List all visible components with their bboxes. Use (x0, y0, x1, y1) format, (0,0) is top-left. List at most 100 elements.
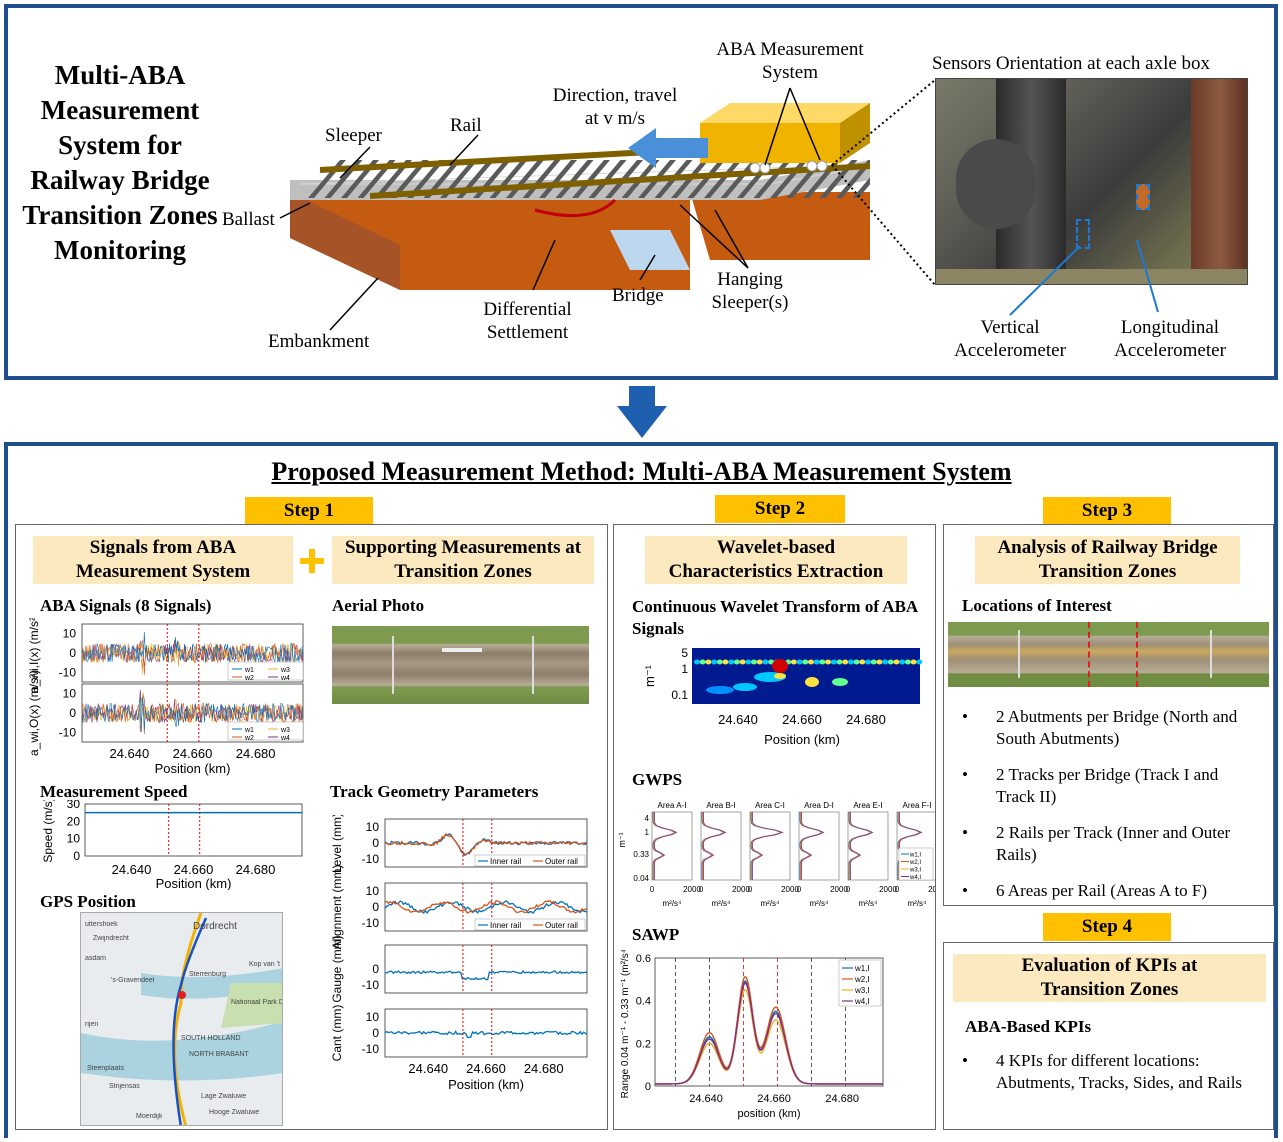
heatmap-cell (762, 659, 769, 665)
y-axis-label: Gauge (mm) (330, 935, 344, 1002)
map-label: 's-Gravendeel (111, 977, 155, 984)
y-tick-label: 10 (67, 832, 81, 846)
heatmap-cell (790, 659, 797, 665)
sleeper (539, 160, 577, 198)
series-line (384, 1030, 588, 1039)
heatmap-cell (865, 659, 871, 665)
sawp-chart: 0.6 0.4 0.2 0 24.640 24.660 24.680 position (km… (620, 950, 884, 1120)
x-tick-label: 24.640 (408, 1061, 448, 1076)
bottom-panel (4, 442, 1278, 1138)
x-axis-label: Position (km) (764, 732, 840, 747)
plot-frame (84, 803, 303, 857)
series-line (701, 812, 725, 880)
aerial-marker (1018, 630, 1020, 678)
y-tick-label: 0 (73, 849, 80, 863)
x-tick-label: 0 (797, 885, 802, 894)
series-line (799, 812, 823, 880)
x-axis-label: m²/s⁴ (761, 899, 781, 908)
photo-ground (936, 269, 1247, 284)
sleeper (852, 177, 870, 198)
heatmap-cell (847, 659, 854, 665)
plot-frame (749, 811, 791, 881)
heatmap-cell (842, 659, 849, 665)
sleeper (555, 160, 594, 198)
heatmap-cell (728, 659, 735, 665)
heatmap-cell (899, 659, 906, 665)
heatmap-cell (745, 659, 752, 665)
kpis-title: ABA-Based KPIs (965, 1017, 1092, 1036)
signals-header: Signals from ABA Measurement System (33, 536, 293, 584)
legend-label: w4 (280, 735, 290, 742)
series-line (653, 812, 677, 880)
track-geometry-title: Track Geometry Parameters (330, 782, 539, 801)
heatmap-cell (733, 683, 757, 691)
heatmap-cell (699, 659, 706, 665)
series-line (800, 812, 824, 880)
sawp-title: SAWP (632, 925, 680, 944)
longitudinal-sensor-marker (1136, 184, 1150, 210)
kpi-list: 4 KPIs for different locations: Abutment… (958, 1050, 1258, 1108)
x-axis-label: position (km) (738, 1108, 801, 1120)
map-label: Kop van 't Land (249, 961, 282, 968)
step-3-box (943, 524, 1274, 906)
plot-frame (798, 811, 840, 881)
x-axis-label: m²/s⁴ (712, 899, 732, 908)
legend-box (227, 661, 304, 681)
heatmap-cell (722, 659, 729, 665)
series-line (81, 697, 304, 733)
y-axis-label: a_wi,I(x) (m/s²) (27, 618, 41, 693)
y-tick-label: 10 (366, 884, 380, 898)
x-axis-label: m²/s⁴ (859, 899, 879, 908)
x-tick-label: 24.660 (173, 746, 213, 761)
sleeper (720, 160, 759, 198)
series-line (848, 812, 872, 880)
x-axis-label: Position (km) (448, 1077, 524, 1092)
heatmap-cell (705, 659, 712, 665)
x-tick-label: 0 (895, 885, 900, 894)
series-line (801, 812, 825, 880)
series-line (750, 812, 783, 880)
x-tick-label: 24.680 (524, 1061, 564, 1076)
track-illustration (290, 140, 870, 290)
y-axis-label: Speed (m/s) (41, 800, 55, 863)
bridge-pier (610, 230, 690, 270)
step-2-box (613, 524, 936, 1130)
method-title: Proposed Measurement Method: Multi-ABA M… (271, 457, 1012, 486)
legend-label: w4 (280, 675, 290, 682)
embankment-side (290, 192, 400, 290)
y-axis-label: a_wi,O(x) (m/s²) (27, 670, 41, 756)
x-tick-label: 2000 (781, 885, 799, 894)
series-line (849, 812, 873, 880)
x-tick-label: 2000 (928, 885, 935, 894)
label-bridge: Bridge (612, 285, 664, 306)
series-line (752, 812, 784, 880)
map-label: asdam (85, 955, 107, 962)
x-axis-label: Position (km) (156, 876, 232, 890)
sleeper (407, 160, 445, 198)
direction-arrow-icon (628, 128, 708, 168)
x-axis-label: m²/s⁴ (908, 899, 928, 908)
y-tick-label: 10 (366, 820, 380, 834)
legend-label: Inner rail (490, 921, 521, 930)
series-line (751, 812, 783, 880)
heatmap-cell (751, 659, 757, 665)
legend-label: w4,I (854, 997, 870, 1006)
label-ballast: Ballast (222, 209, 275, 230)
heatmap-cell (859, 659, 866, 665)
y-tick-label: -10 (362, 978, 380, 992)
x-tick-label: 24.640 (112, 862, 152, 877)
aerial-photo (332, 626, 589, 704)
y-tick-label: 0.6 (636, 953, 651, 965)
map-label: Zwijndrecht (93, 935, 129, 942)
y-tick-label: 10 (366, 1010, 380, 1024)
legend-label: w2 (244, 735, 254, 742)
supporting-header: Supporting Measurements at Transition Zo… (332, 536, 594, 584)
x-tick-label: 2000 (683, 885, 701, 894)
map-label: uttershoek (85, 921, 118, 928)
heatmap-cell (813, 659, 820, 665)
list-item: 4 KPIs for different locations: Abutment… (958, 1050, 1258, 1094)
kpi-header: Evaluation of KPIs at Transition Zones (953, 954, 1266, 1002)
heatmap-cell (706, 686, 734, 694)
